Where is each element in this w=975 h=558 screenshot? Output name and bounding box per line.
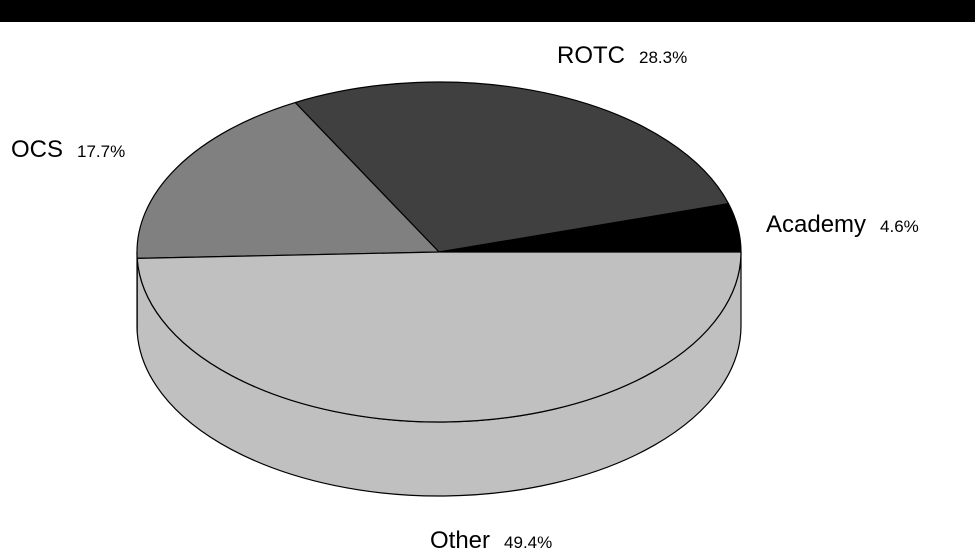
pie-slice-ocs bbox=[136, 101, 440, 260]
slice-percent: 4.6% bbox=[880, 217, 919, 236]
slice-name: ROTC bbox=[557, 42, 625, 69]
slice-label-other: Other 49.4% bbox=[430, 527, 552, 554]
slice-name: OCS bbox=[11, 136, 63, 163]
slice-name: Other bbox=[430, 527, 490, 554]
slice-percent: 49.4% bbox=[504, 533, 552, 552]
slice-percent: 17.7% bbox=[77, 142, 125, 161]
slice-label-academy: Academy 4.6% bbox=[766, 211, 919, 238]
pie-slice-other bbox=[136, 251, 742, 423]
slice-name: Academy bbox=[766, 211, 866, 238]
slice-percent: 28.3% bbox=[639, 48, 687, 67]
top-bar bbox=[0, 0, 975, 22]
slice-label-rotc: ROTC 28.3% bbox=[557, 42, 687, 69]
pie-slice-rotc bbox=[294, 81, 730, 253]
slice-label-ocs: OCS 17.7% bbox=[11, 136, 125, 163]
